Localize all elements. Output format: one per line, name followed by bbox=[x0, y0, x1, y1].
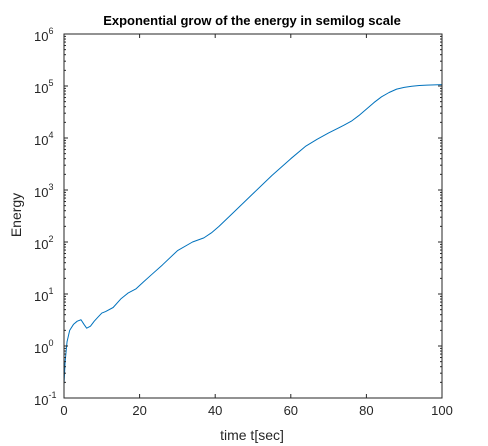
y-tick-label: 106 bbox=[34, 26, 53, 44]
series-layer bbox=[63, 84, 443, 385]
y-tick-label: 105 bbox=[34, 78, 53, 96]
plot-area bbox=[64, 34, 442, 398]
y-axis: 10-1 100 101 102 103 104 105 106 bbox=[34, 26, 442, 408]
y-tick-label: 104 bbox=[34, 130, 53, 148]
axes-box bbox=[63, 33, 443, 399]
y-tick-label: 103 bbox=[34, 182, 53, 200]
y-tick-label: 10-1 bbox=[34, 390, 56, 408]
y-axis-label: Energy bbox=[8, 193, 24, 237]
x-tick-label: 80 bbox=[359, 403, 373, 418]
x-tick-label: 100 bbox=[431, 403, 453, 418]
x-axis-label: time t[sec] bbox=[220, 427, 284, 443]
energy-series-line bbox=[63, 84, 443, 385]
y-tick-label: 101 bbox=[34, 286, 53, 304]
x-axis: 0 20 40 60 80 100 bbox=[60, 34, 453, 418]
y-tick-label: 100 bbox=[34, 338, 53, 356]
chart-title: Exponential grow of the energy in semilo… bbox=[103, 13, 401, 28]
x-tick-label: 60 bbox=[284, 403, 298, 418]
x-tick-label: 40 bbox=[208, 403, 222, 418]
y-tick-label: 102 bbox=[34, 234, 53, 252]
x-tick-label: 20 bbox=[132, 403, 146, 418]
x-tick-label: 0 bbox=[60, 403, 67, 418]
